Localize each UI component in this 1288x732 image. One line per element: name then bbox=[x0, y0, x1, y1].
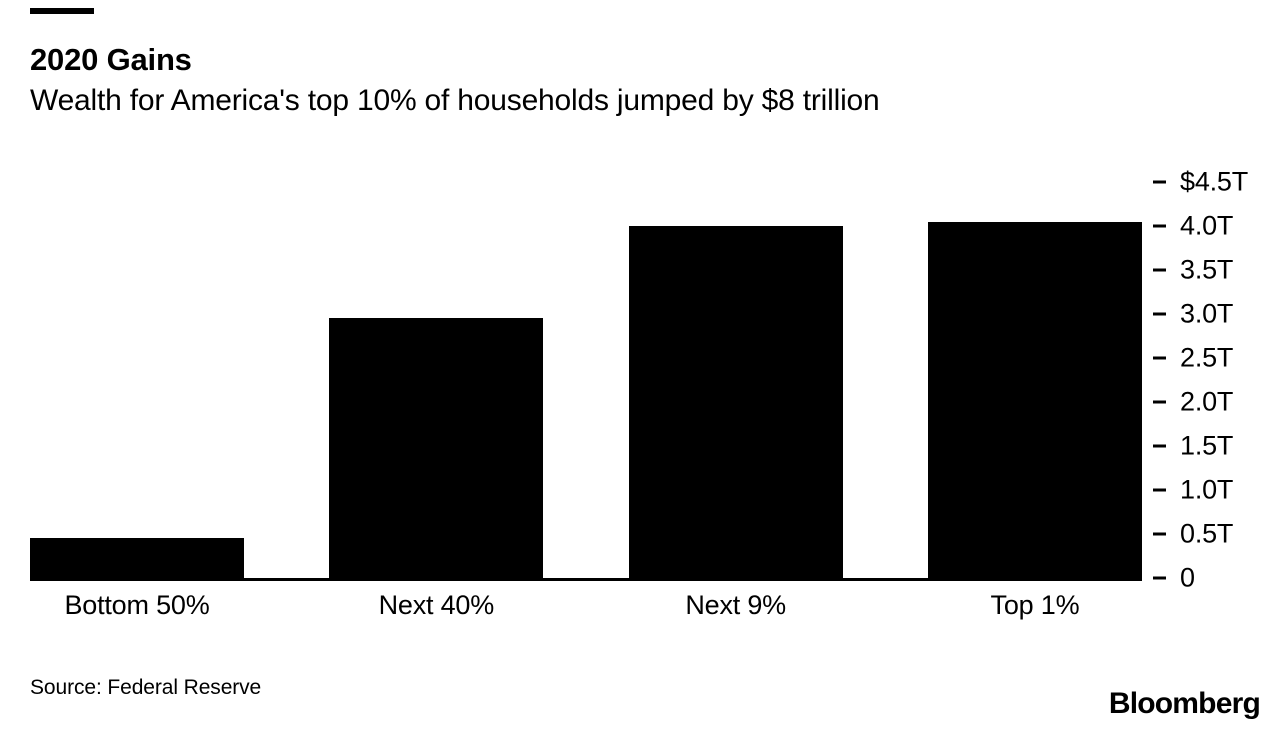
bar-next-40 bbox=[329, 318, 544, 578]
chart-title: 2020 Gains bbox=[30, 42, 192, 77]
source-note: Source: Federal Reserve bbox=[30, 676, 262, 699]
y-tick-label: 2.0T bbox=[1180, 386, 1234, 417]
y-tick-1-0t: 1.0T bbox=[1153, 475, 1233, 506]
x-axis-labels: Bottom 50% Next 40% Next 9% Top 1% bbox=[30, 590, 1142, 621]
y-tick-label: 3.0T bbox=[1180, 298, 1234, 329]
y-tick-0: 0 bbox=[1153, 563, 1195, 594]
bar-top-1 bbox=[927, 221, 1142, 578]
y-tick-label: 4.0T bbox=[1180, 210, 1234, 241]
y-tick-1-5t: 1.5T bbox=[1153, 431, 1233, 462]
tick-dash-icon bbox=[1153, 488, 1166, 492]
y-tick-4-5t: $4.5T bbox=[1153, 167, 1248, 198]
y-tick-3-5t: 3.5T bbox=[1153, 255, 1233, 286]
y-tick-label: 3.5T bbox=[1180, 254, 1234, 285]
tick-dash-icon bbox=[1153, 224, 1166, 228]
y-axis: $4.5T 4.0T 3.5T 3.0T 2.5T 2.0T 1.5T 1.0T 0.5T 0 bbox=[1153, 167, 1288, 593]
y-tick-label: 0 bbox=[1180, 562, 1195, 593]
y-tick-4-0t: 4.0T bbox=[1153, 211, 1233, 242]
tick-dash-icon bbox=[1153, 444, 1166, 448]
plot-area bbox=[30, 182, 1142, 581]
x-label-top-1: Top 1% bbox=[990, 590, 1080, 620]
chart-subtitle: Wealth for America's top 10% of househol… bbox=[30, 84, 880, 117]
y-tick-label: $4.5T bbox=[1180, 166, 1249, 197]
bar-next-9 bbox=[628, 226, 843, 578]
tick-dash-icon bbox=[1153, 356, 1166, 360]
tick-dash-icon bbox=[1153, 312, 1166, 316]
y-tick-0-5t: 0.5T bbox=[1153, 519, 1233, 550]
tick-dash-icon bbox=[1153, 576, 1166, 580]
tick-dash-icon bbox=[1153, 180, 1166, 184]
tick-dash-icon bbox=[1153, 268, 1166, 272]
bar-bottom-50 bbox=[30, 537, 244, 578]
y-tick-label: 1.0T bbox=[1180, 474, 1234, 505]
y-tick-3-0t: 3.0T bbox=[1153, 299, 1233, 330]
x-label-next-9: Next 9% bbox=[685, 590, 786, 620]
x-label-bottom-50: Bottom 50% bbox=[64, 590, 210, 620]
tick-dash-icon bbox=[1153, 400, 1166, 404]
y-tick-2-0t: 2.0T bbox=[1153, 387, 1233, 418]
y-tick-2-5t: 2.5T bbox=[1153, 343, 1233, 374]
y-tick-label: 1.5T bbox=[1180, 430, 1234, 461]
tick-dash-icon bbox=[1153, 532, 1166, 536]
bloomberg-logo: Bloomberg bbox=[1108, 687, 1261, 720]
accent-dash bbox=[30, 8, 94, 14]
y-tick-label: 0.5T bbox=[1180, 518, 1234, 549]
x-label-next-40: Next 40% bbox=[378, 590, 495, 620]
x-axis-baseline bbox=[30, 578, 1142, 581]
y-tick-label: 2.5T bbox=[1180, 342, 1234, 373]
bars bbox=[30, 182, 1142, 578]
